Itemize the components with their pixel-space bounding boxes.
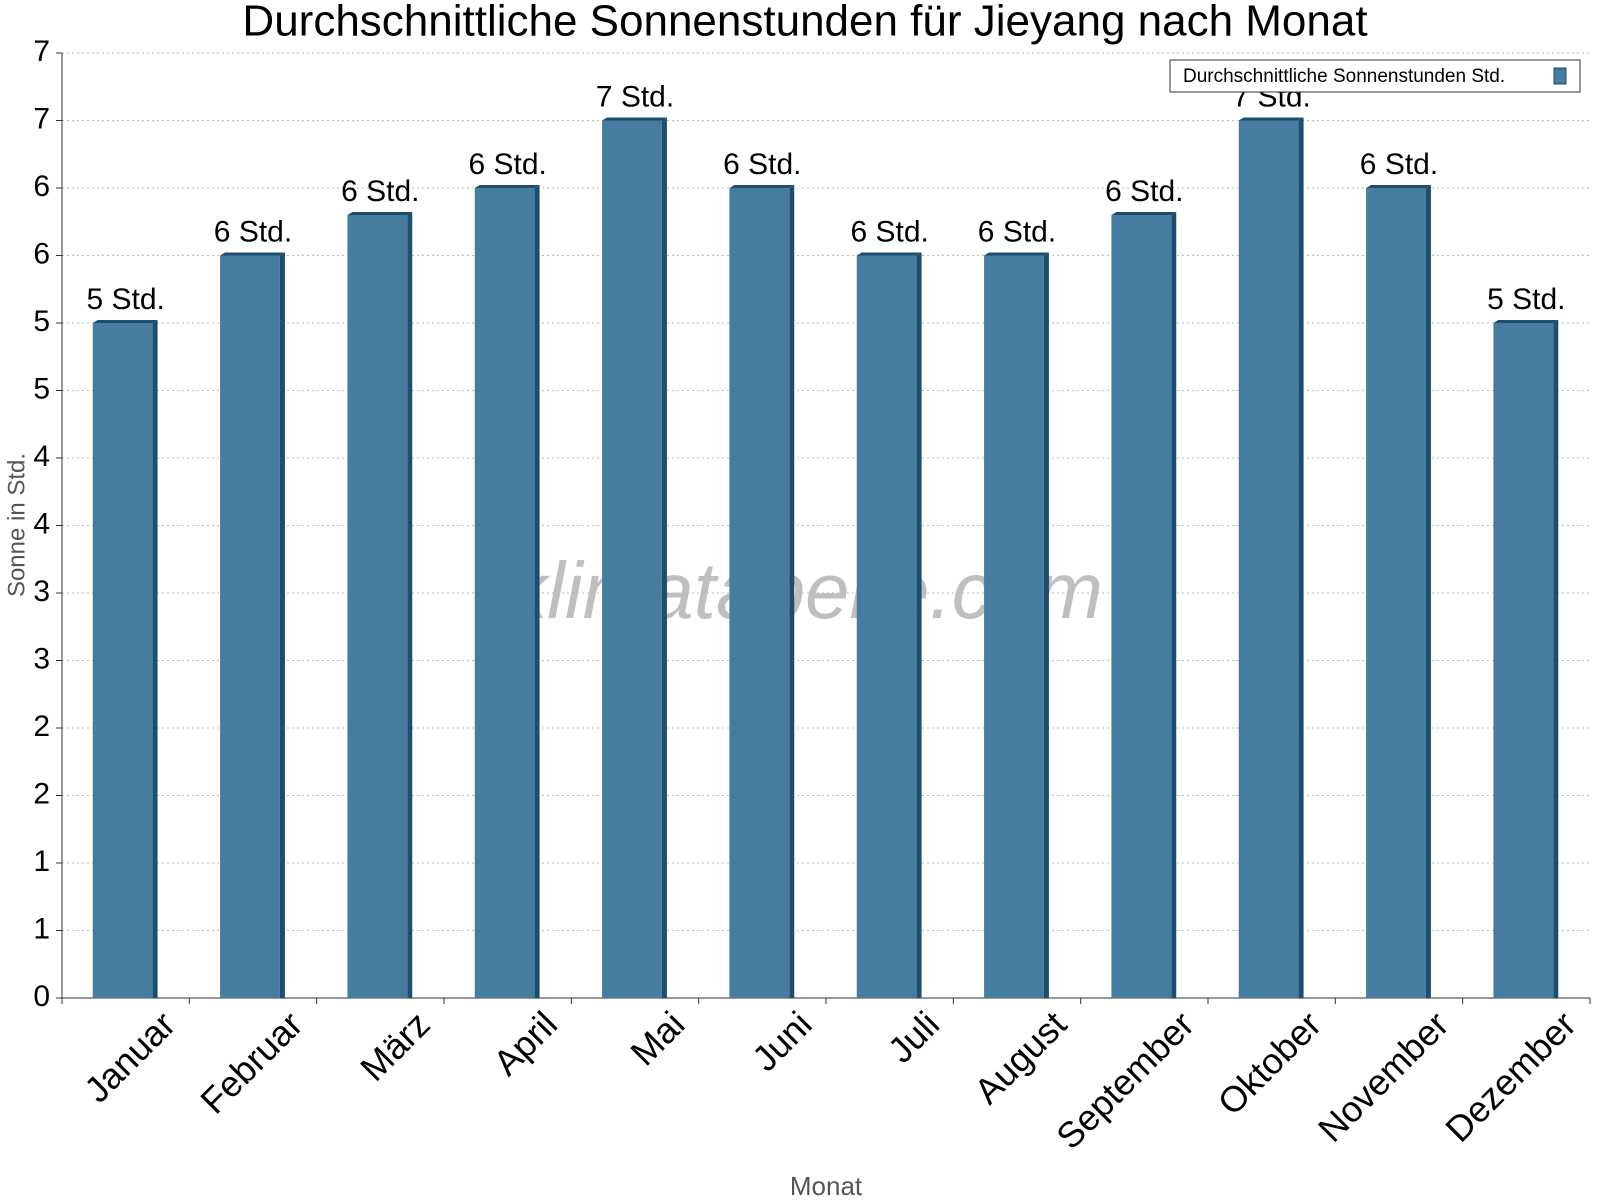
data-label: 5 Std. [1487, 283, 1565, 316]
data-label: 6 Std. [341, 175, 419, 208]
bar-side [916, 252, 922, 998]
y-axis-label: Sonne in Std. [3, 453, 30, 597]
bar-side [279, 252, 285, 998]
data-label: 5 Std. [86, 283, 164, 316]
x-tick-label: Juli [880, 1003, 947, 1070]
bar-side [152, 320, 158, 998]
bar-top [729, 185, 795, 188]
data-label: 6 Std. [978, 215, 1056, 248]
bar-side [661, 117, 667, 998]
y-tick-label: 4 [33, 440, 50, 473]
bar-top [1238, 117, 1304, 121]
bar [347, 215, 408, 998]
bar-side [1553, 320, 1559, 998]
data-label: 6 Std. [214, 215, 292, 248]
x-axis-label: Monat [790, 1171, 863, 1200]
data-label: 6 Std. [1360, 148, 1438, 181]
y-tick-label: 5 [33, 305, 50, 338]
bar-top [347, 212, 413, 215]
x-tick-label: November [1310, 1003, 1456, 1149]
bar-top [984, 252, 1049, 256]
y-tick-label: 2 [33, 710, 50, 743]
y-tick-label: 1 [33, 912, 50, 945]
x-tick-label: April [485, 1003, 565, 1083]
bar-side [789, 185, 795, 998]
bar-side [1043, 252, 1049, 998]
data-label: 6 Std. [1105, 175, 1183, 208]
x-tick-label: Mai [622, 1003, 692, 1073]
x-tick-label: September [1048, 1003, 1202, 1157]
x-tick-label: März [352, 1003, 438, 1089]
y-tick-label: 1 [33, 845, 50, 878]
x-tick-label: Februar [192, 1003, 310, 1121]
x-tick-label: Januar [76, 1003, 183, 1110]
y-tick-label: 2 [33, 777, 50, 810]
bar-top [1111, 212, 1177, 215]
y-tick-label: 6 [33, 170, 50, 203]
y-tick-label: 3 [33, 642, 50, 675]
y-tick-label: 7 [33, 35, 50, 68]
legend-box [1169, 59, 1581, 93]
bar-top [602, 117, 667, 121]
bar [1111, 215, 1172, 998]
bar-side [1171, 212, 1177, 998]
y-tick-label: 7 [33, 102, 50, 135]
bar-top [220, 252, 285, 256]
bar [220, 255, 280, 998]
data-label: 6 Std. [723, 148, 801, 181]
bar-side [1298, 117, 1304, 998]
y-tick-label: 4 [33, 507, 50, 540]
bar-top [856, 252, 922, 256]
bar-top [1493, 320, 1559, 323]
bar [474, 188, 535, 998]
x-tick-label: Oktober [1210, 1003, 1330, 1123]
data-label: 6 Std. [850, 215, 928, 248]
y-tick-label: 6 [33, 237, 50, 270]
bar-top [92, 320, 158, 323]
y-tick-label: 3 [33, 575, 50, 608]
data-label: 6 Std. [468, 148, 546, 181]
legend-swatch [1553, 67, 1567, 85]
bar [984, 255, 1044, 998]
bar-side [407, 212, 413, 998]
y-tick-label: 5 [33, 372, 50, 405]
legend-label: Durchschnittliche Sonnenstunden Std. [1183, 66, 1505, 87]
bar [856, 255, 917, 998]
x-tick-label: Dezember [1437, 1003, 1583, 1149]
bar-top [1366, 185, 1431, 188]
bar [1366, 188, 1426, 998]
y-tick-label: 0 [33, 980, 50, 1013]
bar-top [474, 185, 540, 188]
chart-title: Durchschnittliche Sonnenstunden für Jiey… [242, 0, 1367, 46]
bar [1493, 323, 1554, 998]
x-tick-label: August [966, 1003, 1074, 1111]
bar [602, 120, 662, 998]
x-tick-label: Juni [744, 1003, 820, 1079]
bar-side [534, 185, 540, 998]
bar [729, 188, 790, 998]
bar-side [1425, 185, 1431, 998]
bar [92, 323, 153, 998]
data-label: 7 Std. [596, 80, 674, 113]
bar [1238, 120, 1299, 998]
